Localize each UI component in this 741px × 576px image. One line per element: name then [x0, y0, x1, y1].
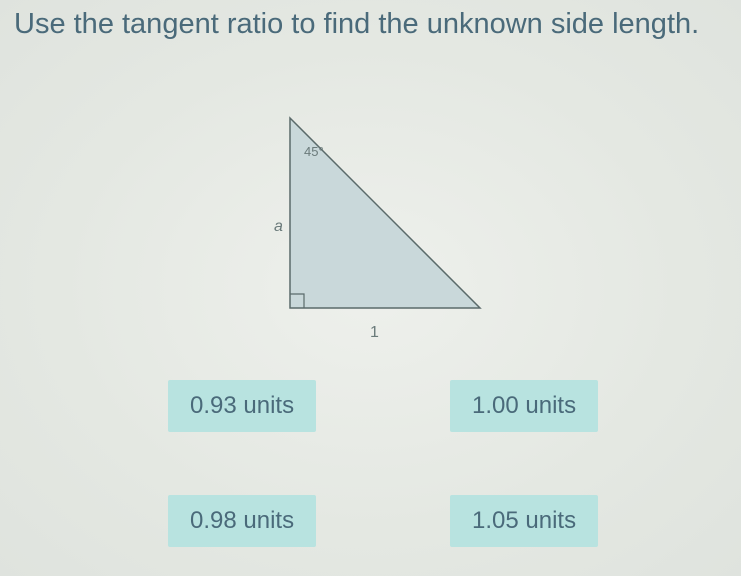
triangle-svg	[270, 108, 510, 338]
answer-option[interactable]: 1.00 units	[450, 380, 598, 432]
angle-label: 45°	[304, 144, 324, 159]
side-label-a: a	[274, 218, 283, 236]
triangle-diagram: 45° a 1	[270, 108, 510, 338]
side-label-base: 1	[370, 324, 379, 342]
answer-option[interactable]: 0.98 units	[168, 495, 316, 547]
answer-option[interactable]: 1.05 units	[450, 495, 598, 547]
answer-option[interactable]: 0.93 units	[168, 380, 316, 432]
question-text: Use the tangent ratio to find the unknow…	[14, 6, 721, 44]
